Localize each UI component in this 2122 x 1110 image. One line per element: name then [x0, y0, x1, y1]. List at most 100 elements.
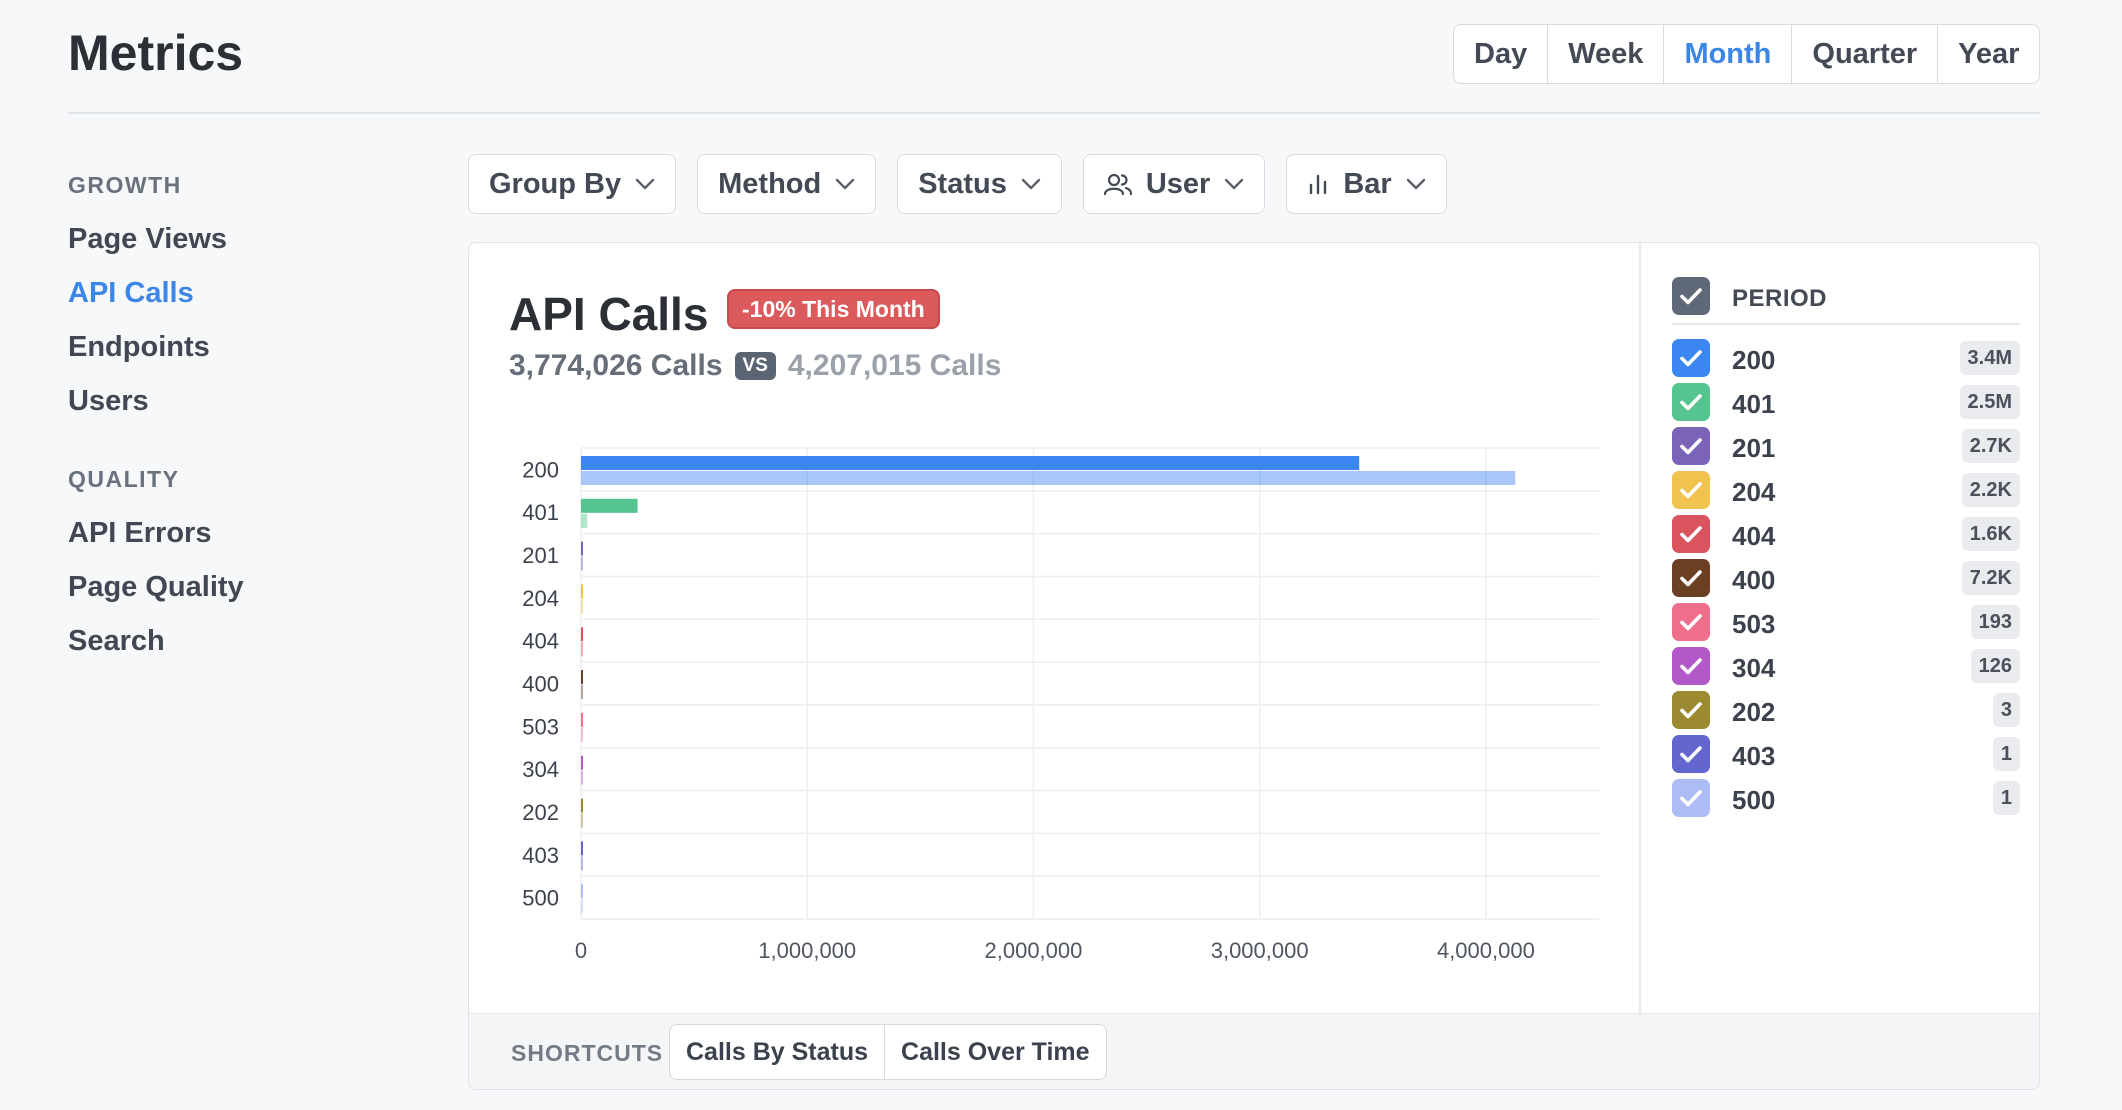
legend-count-badge: 7.2K	[1961, 561, 2020, 595]
bar-previous-304	[581, 770, 583, 785]
legend-item-201[interactable]: 201 2.7K	[1672, 427, 2020, 467]
bar-current-403	[581, 841, 583, 856]
sidebar-item-users[interactable]: Users	[68, 385, 149, 417]
legend-checkbox[interactable]	[1672, 427, 1710, 465]
legend-checkbox[interactable]	[1672, 383, 1710, 421]
legend-status-code: 201	[1732, 433, 1776, 463]
bar-chart-icon	[1310, 174, 1327, 195]
period-year-button[interactable]: Year	[1958, 37, 2020, 70]
bar-previous-202	[581, 813, 583, 828]
y-tick-label: 503	[522, 714, 559, 739]
legend-item-204[interactable]: 204 2.2K	[1672, 471, 2020, 511]
chart-title: API Calls	[509, 288, 709, 340]
y-tick-label: 201	[522, 543, 559, 568]
users-icon	[1103, 173, 1132, 196]
x-tick-label: 4,000,000	[1437, 938, 1535, 963]
bar-current-200	[581, 456, 1360, 470]
legend-checkbox[interactable]	[1672, 559, 1710, 597]
legend-item-403[interactable]: 403 1	[1672, 735, 2020, 775]
bar-previous-200	[581, 471, 1516, 485]
legend-item-500[interactable]: 500 1	[1672, 779, 2020, 819]
method-dropdown[interactable]: Method	[697, 154, 877, 214]
y-tick-label: 400	[522, 672, 559, 697]
sidebar-item-api-errors[interactable]: API Errors	[68, 517, 212, 549]
bar-previous-201	[581, 556, 583, 571]
current-calls: 3,774,026 Calls	[509, 349, 723, 382]
check-icon	[1680, 526, 1702, 543]
calls-comparison: 3,774,026 Calls VS 4,207,015 Calls	[509, 349, 1001, 383]
sidebar-item-page-quality[interactable]: Page Quality	[68, 571, 244, 603]
check-icon	[1680, 570, 1702, 587]
legend-item-404[interactable]: 404 1.6K	[1672, 515, 2020, 555]
bar-previous-500	[581, 899, 583, 914]
legend-checkbox[interactable]	[1672, 647, 1710, 685]
card-divider	[1639, 243, 1641, 1013]
y-tick-label: 202	[522, 800, 559, 825]
legend-item-304[interactable]: 304 126	[1672, 647, 2020, 687]
y-tick-label: 401	[522, 500, 559, 525]
check-icon	[1680, 482, 1702, 499]
check-icon	[1680, 438, 1702, 455]
legend-count-badge: 2.5M	[1959, 385, 2020, 419]
legend-checkbox[interactable]	[1672, 339, 1710, 377]
legend-count-badge: 1.6K	[1961, 517, 2020, 551]
legend-checkbox[interactable]	[1672, 515, 1710, 553]
legend-item-401[interactable]: 401 2.5M	[1672, 383, 2020, 423]
bar-current-304	[581, 755, 583, 770]
chevron-down-icon	[1021, 178, 1041, 190]
check-icon	[1680, 746, 1702, 763]
x-tick-label: 3,000,000	[1211, 938, 1309, 963]
metrics-card: API Calls -10% This Month 3,774,026 Call…	[468, 242, 2040, 1090]
bar-previous-400	[581, 685, 583, 700]
bar-current-204	[581, 584, 583, 599]
period-checkbox[interactable]	[1672, 277, 1710, 315]
chevron-down-icon	[836, 178, 855, 190]
sidebar-item-search[interactable]: Search	[68, 625, 165, 657]
y-tick-label: 403	[522, 843, 559, 868]
legend-count-badge: 193	[1970, 605, 2020, 639]
sidebar-item-endpoints[interactable]: Endpoints	[68, 331, 210, 363]
check-icon	[1680, 702, 1702, 719]
previous-calls: 4,207,015 Calls	[787, 349, 1002, 382]
period-month-button[interactable]: Month	[1664, 25, 1793, 83]
bar-previous-403	[581, 856, 583, 871]
change-badge: -10% This Month	[727, 289, 940, 329]
status-dropdown[interactable]: Status	[897, 154, 1062, 214]
shortcut-calls-by-status-button[interactable]: Calls By Status	[670, 1025, 886, 1079]
bar-current-503	[581, 712, 583, 727]
sidebar-item-api-calls[interactable]: API Calls	[68, 277, 194, 309]
legend-item-202[interactable]: 202 3	[1672, 691, 2020, 731]
period-week-button[interactable]: Week	[1548, 25, 1665, 83]
legend-item-503[interactable]: 503 193	[1672, 603, 2020, 643]
page-title: Metrics	[68, 25, 244, 81]
chart-type-dropdown[interactable]: Bar	[1286, 154, 1447, 214]
sidebar-section-quality: QUALITY	[68, 466, 180, 492]
legend-status-code: 202	[1732, 697, 1776, 727]
x-tick-label: 2,000,000	[985, 938, 1083, 963]
check-icon	[1680, 790, 1702, 807]
legend-item-400[interactable]: 400 7.2K	[1672, 559, 2020, 599]
legend-status-code: 200	[1732, 345, 1776, 375]
shortcut-calls-over-time-button[interactable]: Calls Over Time	[901, 1037, 1090, 1066]
period-day-button[interactable]: Day	[1454, 25, 1549, 83]
filter-bar: Group By Method Status User Bar	[468, 154, 1447, 214]
y-tick-label: 200	[522, 457, 559, 482]
user-dropdown[interactable]: User	[1082, 154, 1266, 214]
legend-checkbox[interactable]	[1672, 471, 1710, 509]
y-tick-label: 500	[522, 886, 559, 911]
legend-checkbox[interactable]	[1672, 779, 1710, 817]
status-label: Status	[918, 167, 1007, 200]
check-icon	[1680, 614, 1702, 631]
group-by-dropdown[interactable]: Group By	[468, 154, 677, 214]
legend-checkbox[interactable]	[1672, 691, 1710, 729]
chevron-down-icon	[1225, 178, 1244, 190]
sidebar-item-page-views[interactable]: Page Views	[68, 223, 228, 255]
legend-checkbox[interactable]	[1672, 603, 1710, 641]
legend-status-code: 503	[1732, 609, 1776, 639]
legend-item-200[interactable]: 200 3.4M	[1672, 339, 2020, 379]
legend-checkbox[interactable]	[1672, 735, 1710, 773]
legend-status-code: 304	[1732, 653, 1776, 683]
legend-count-badge: 2.7K	[1961, 429, 2020, 463]
period-quarter-button[interactable]: Quarter	[1792, 25, 1939, 83]
legend-status-code: 400	[1732, 565, 1776, 595]
